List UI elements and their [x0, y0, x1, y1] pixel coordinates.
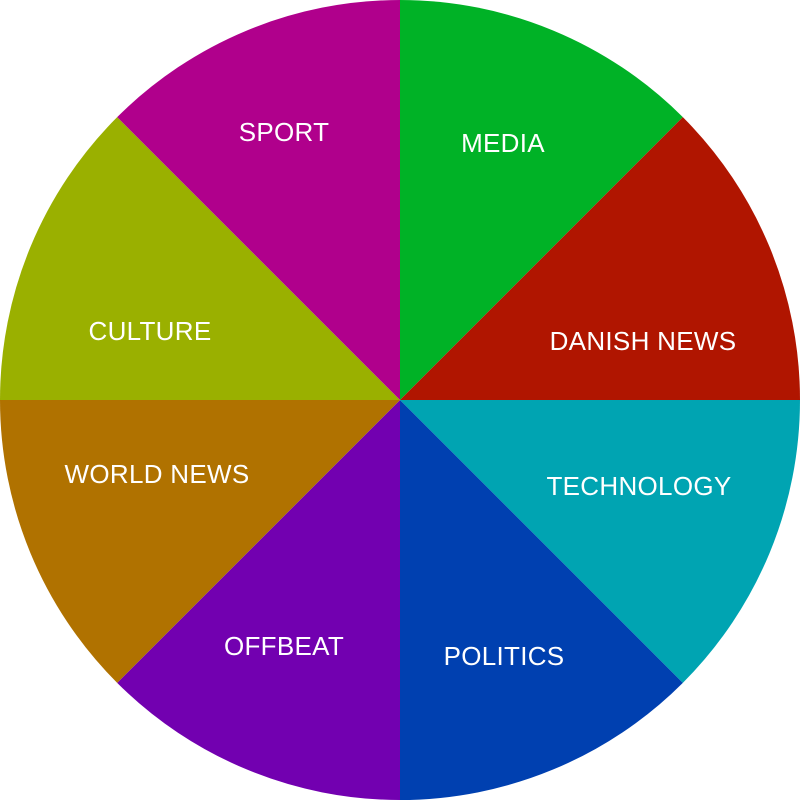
segment-technology-wedge[interactable] — [400, 400, 800, 683]
segment-culture-wedge[interactable] — [0, 117, 400, 400]
segment-offbeat-wedge[interactable] — [117, 400, 400, 800]
segment-sport[interactable]: SPORT — [117, 0, 400, 400]
segment-politics-label: POLITICS — [444, 641, 565, 671]
segment-media[interactable]: MEDIA — [400, 0, 683, 400]
segment-media-label: MEDIA — [461, 128, 545, 158]
segment-world-news-wedge[interactable] — [0, 400, 400, 683]
segment-technology-label: TECHNOLOGY — [546, 471, 731, 501]
segment-sport-label: SPORT — [239, 117, 330, 147]
segment-culture[interactable]: CULTURE — [0, 117, 400, 400]
segment-offbeat[interactable]: OFFBEAT — [117, 400, 400, 800]
segment-politics[interactable]: POLITICS — [400, 400, 683, 800]
segment-technology[interactable]: TECHNOLOGY — [400, 400, 800, 683]
segment-offbeat-label: OFFBEAT — [224, 631, 344, 661]
segment-danish-news[interactable]: DANISH NEWS — [400, 117, 800, 400]
segment-culture-label: CULTURE — [89, 316, 212, 346]
segment-danish-news-wedge[interactable] — [400, 117, 800, 400]
segment-world-news[interactable]: WORLD NEWS — [0, 400, 400, 683]
segment-sport-wedge[interactable] — [117, 0, 400, 400]
segment-world-news-label: WORLD NEWS — [65, 459, 250, 489]
segment-politics-wedge[interactable] — [400, 400, 683, 800]
segment-danish-news-label: DANISH NEWS — [550, 326, 737, 356]
segment-media-wedge[interactable] — [400, 0, 683, 400]
